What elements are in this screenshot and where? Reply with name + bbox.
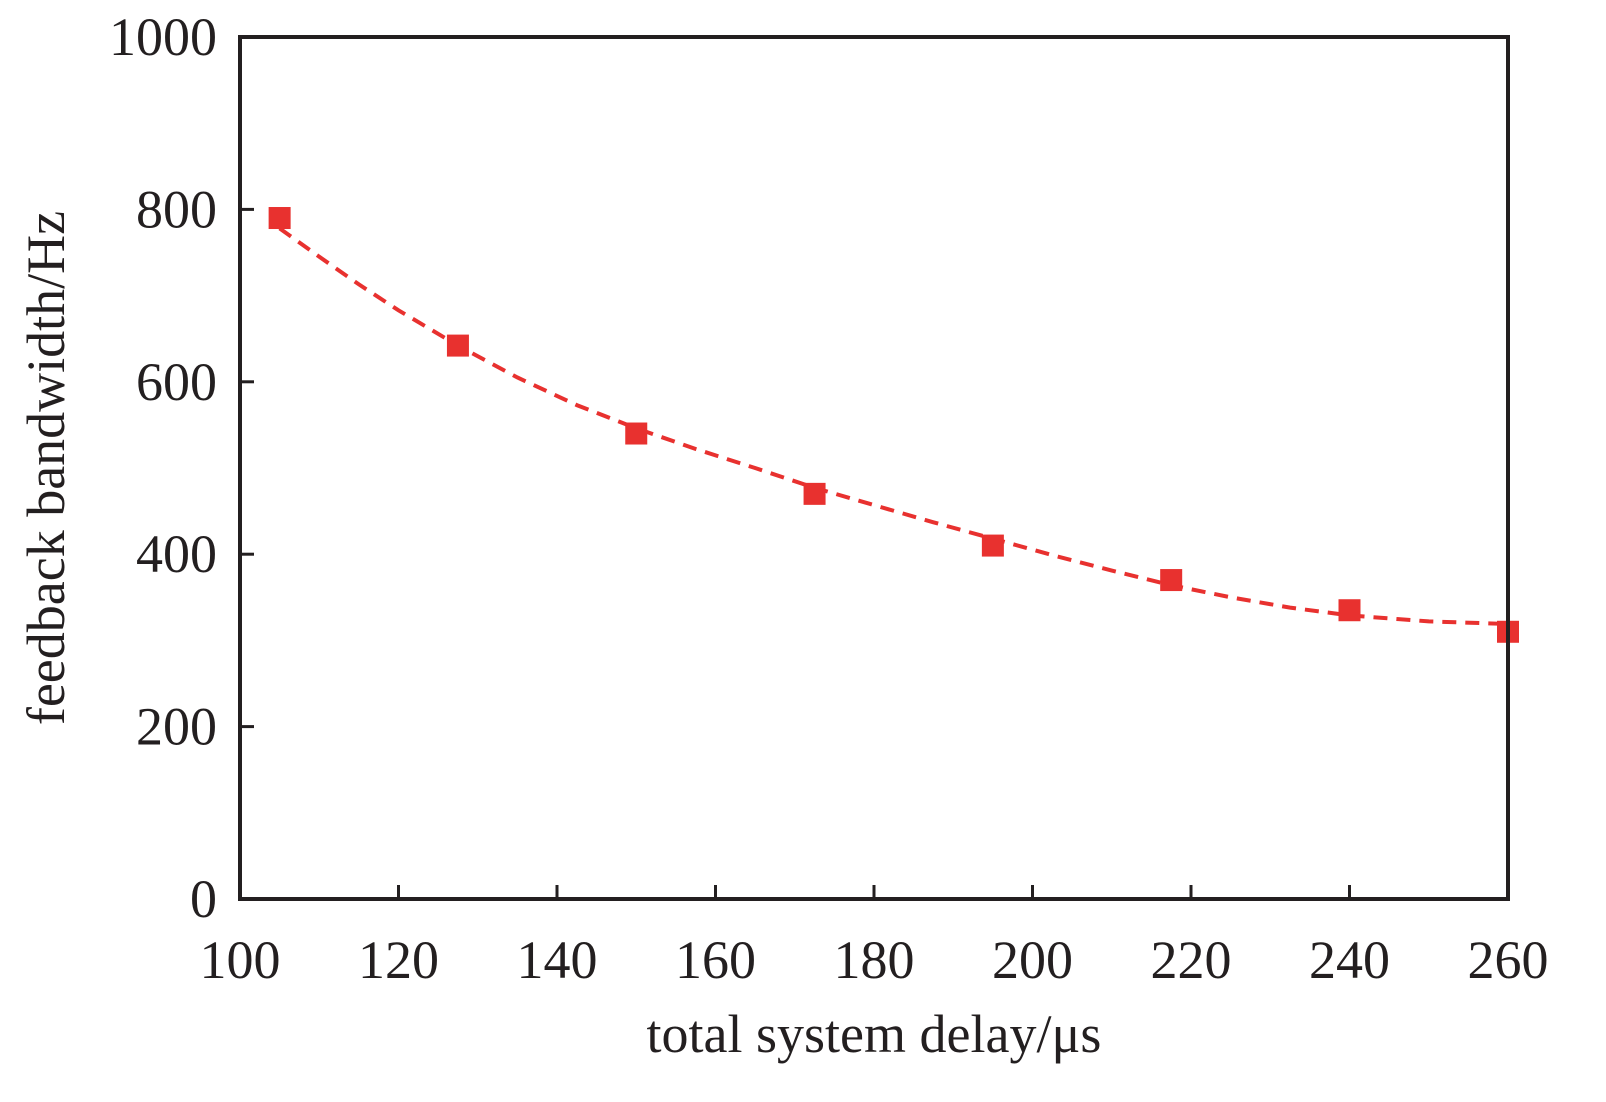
data-point-marker bbox=[625, 422, 648, 445]
y-tick-labels: 0 200 400 600 800 1000 bbox=[109, 7, 217, 929]
y-tick-label: 200 bbox=[136, 697, 217, 757]
y-tick-label: 600 bbox=[136, 352, 217, 412]
y-tick-label: 800 bbox=[136, 179, 217, 239]
x-tick-label: 140 bbox=[517, 930, 598, 990]
axis-ticks bbox=[238, 35, 1510, 901]
x-tick-label: 120 bbox=[358, 930, 439, 990]
data-point-marker bbox=[446, 334, 469, 357]
data-markers bbox=[268, 207, 1519, 643]
y-axis-label: feedback bandwidth/Hz bbox=[16, 211, 76, 725]
data-point-marker bbox=[268, 207, 291, 230]
x-tick-label: 220 bbox=[1151, 930, 1232, 990]
x-tick-label: 180 bbox=[834, 930, 915, 990]
y-tick-label: 400 bbox=[136, 524, 217, 584]
x-tick-labels: 100 120 140 160 180 200 220 240 260 bbox=[200, 930, 1549, 990]
x-tick-label: 240 bbox=[1309, 930, 1390, 990]
x-tick-label: 200 bbox=[992, 930, 1073, 990]
x-tick-label: 100 bbox=[200, 930, 281, 990]
x-tick-label: 260 bbox=[1468, 930, 1549, 990]
x-tick-label: 160 bbox=[675, 930, 756, 990]
data-point-marker bbox=[1338, 599, 1361, 622]
data-point-marker bbox=[1160, 569, 1183, 592]
fit-curve-line bbox=[278, 226, 1509, 626]
fit-curve bbox=[278, 226, 1509, 626]
data-point-marker bbox=[803, 482, 826, 505]
data-point-marker bbox=[981, 534, 1004, 557]
y-tick-label: 1000 bbox=[109, 7, 217, 67]
plot-frame bbox=[238, 35, 1510, 901]
y-tick-label: 0 bbox=[190, 869, 217, 929]
x-axis-label: total system delay/μs bbox=[647, 1004, 1102, 1064]
